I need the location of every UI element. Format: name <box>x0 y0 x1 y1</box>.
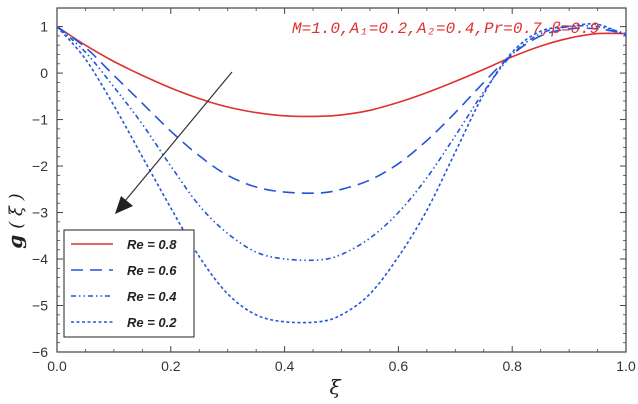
y-axis-label: g ( ξ ) <box>3 193 27 248</box>
tick-labels: 0.0 0.2 0.4 0.6 0.8 1.0 1 0 −1 −2 −3 −4 −5 −6 <box>32 19 636 374</box>
legend-label: Re = 0.6 <box>127 263 177 278</box>
y-tick-label: 1 <box>40 19 48 35</box>
series-line-3 <box>56 24 627 262</box>
y-tick-label: 0 <box>40 65 48 81</box>
x-tick-label: 0.0 <box>47 358 67 374</box>
y-axis-label-main: g <box>3 235 27 249</box>
svg-text:g( ξ ): g ( ξ ) <box>3 193 27 248</box>
legend-box <box>63 229 195 338</box>
trend-arrow <box>115 71 233 214</box>
y-tick-label: −5 <box>32 298 48 314</box>
legend: Re = 0.8 Re = 0.6 Re = 0.4 Re = 0.2 <box>63 229 195 338</box>
legend-label: Re = 0.2 <box>127 315 177 330</box>
series-lines <box>56 23 627 324</box>
y-tick-label: −3 <box>32 205 48 221</box>
series-line-2 <box>56 25 627 195</box>
series-line-1 <box>56 25 627 118</box>
legend-label: Re = 0.4 <box>127 289 177 304</box>
y-tick-label: −1 <box>32 112 48 128</box>
y-tick-label: −2 <box>32 158 48 174</box>
y-axis-label-arg: ( ξ ) <box>6 193 27 228</box>
axis-ticks <box>56 8 627 353</box>
y-tick-label: −6 <box>32 344 48 360</box>
x-tick-label: 0.2 <box>161 358 181 374</box>
parameter-annotation: M=1.0,A₁=0.2,A₂=0.4,Pr=0.7,β=0.9 <box>292 20 599 38</box>
arrow-shaft <box>124 71 233 202</box>
x-tick-label: 1.0 <box>616 358 636 374</box>
x-tick-label: 0.4 <box>275 358 295 374</box>
x-axis-label: ξ <box>329 375 341 399</box>
arrow-head <box>115 196 133 214</box>
y-tick-label: −4 <box>32 251 48 267</box>
x-tick-label: 0.6 <box>389 358 409 374</box>
series-line-4 <box>56 23 627 324</box>
x-tick-label: 0.8 <box>502 358 522 374</box>
legend-label: Re = 0.8 <box>127 237 177 252</box>
